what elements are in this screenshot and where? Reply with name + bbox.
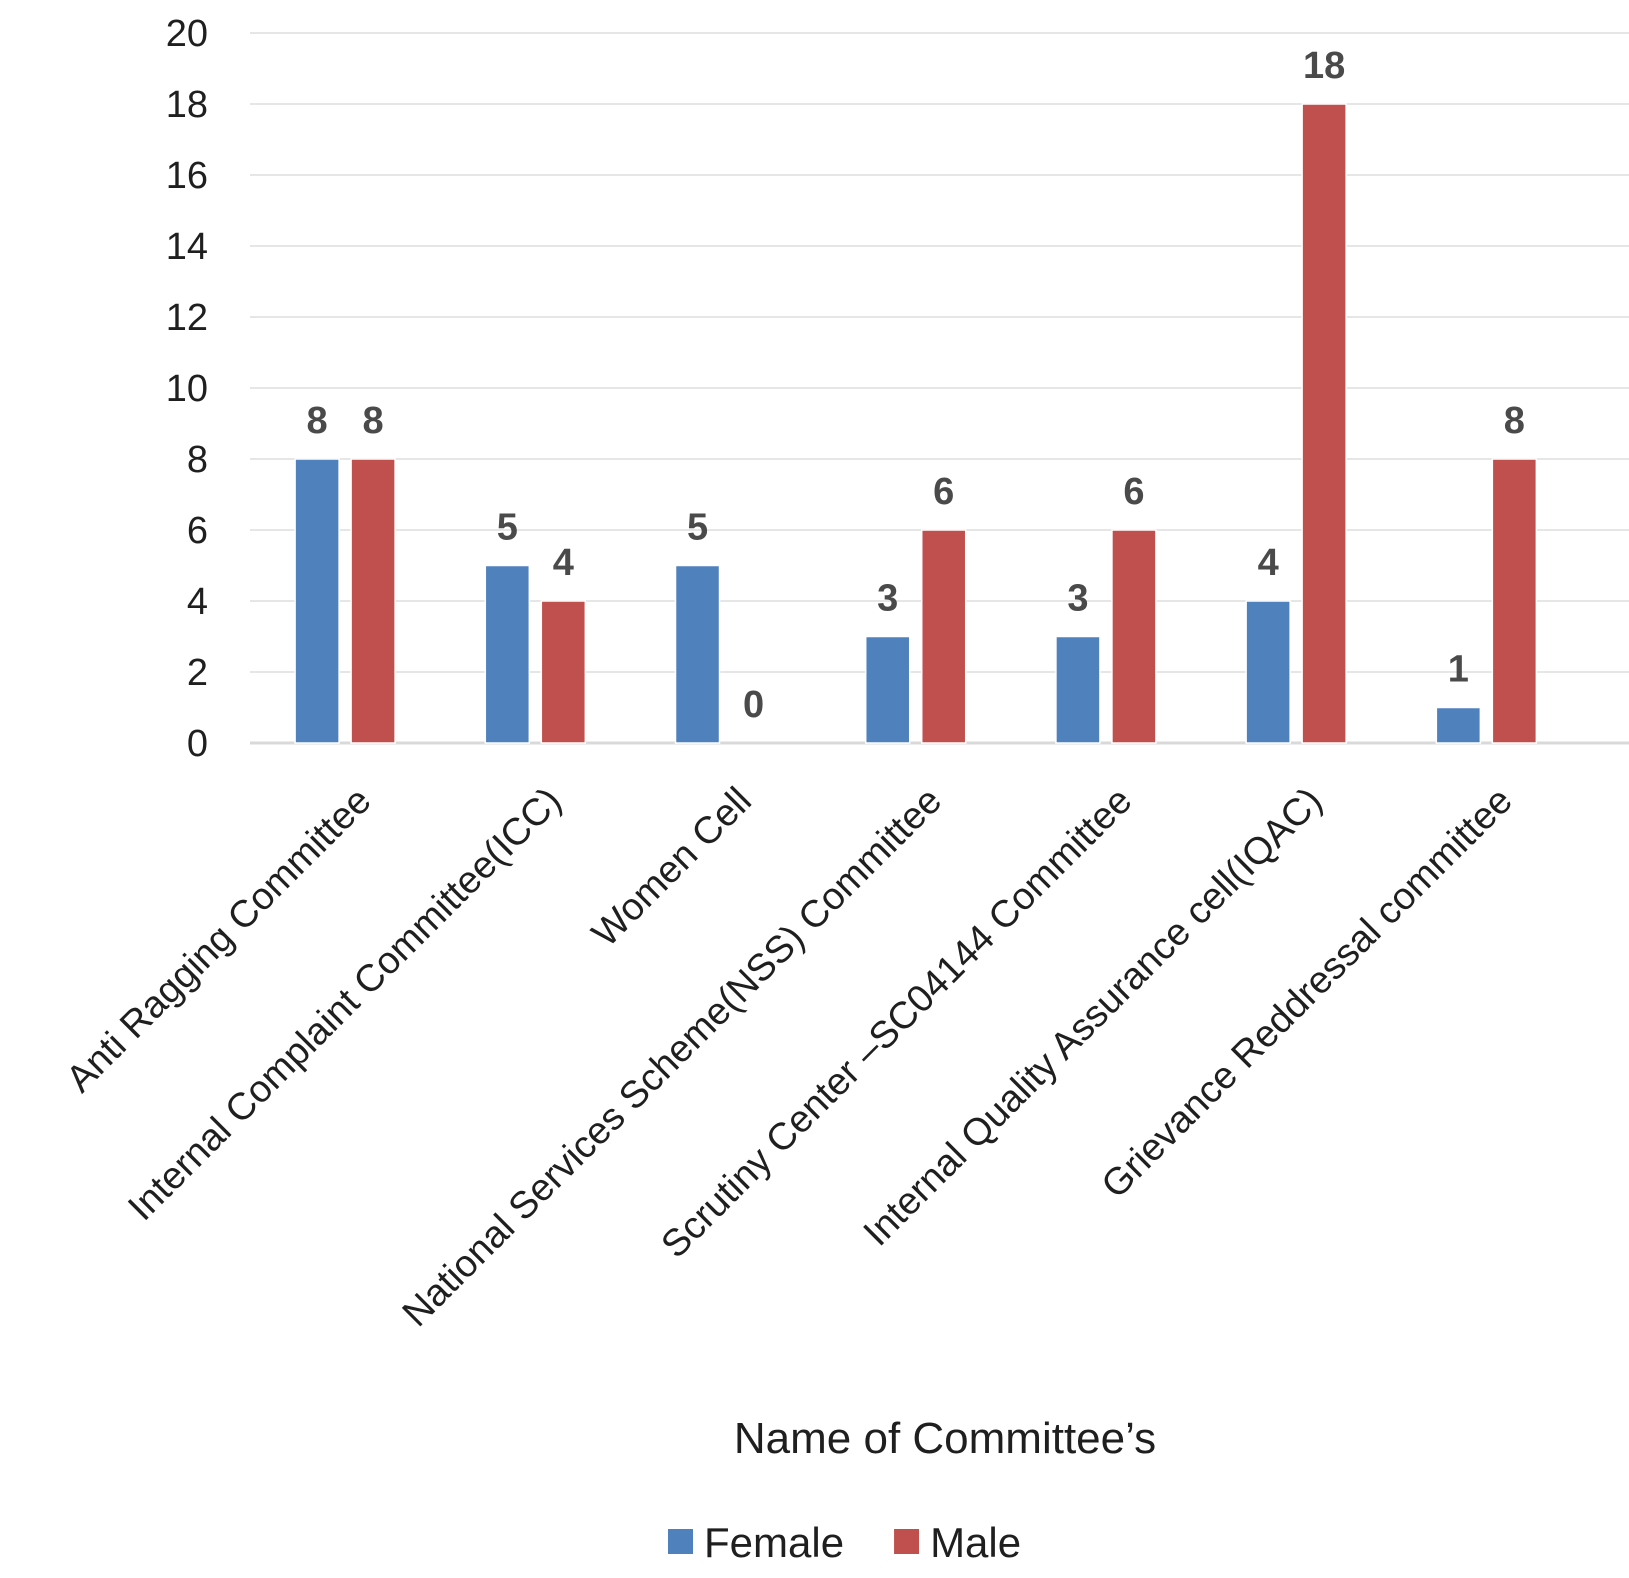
x-tick-label: Women Cell [584,780,760,956]
data-label: 3 [1067,578,1088,620]
y-axis-ticks: 0 2 4 6 8 10 12 14 16 18 20 [166,13,208,765]
bar-female [1055,635,1101,744]
y-tick-label: 10 [166,368,208,410]
data-label: 1 [1448,649,1469,691]
y-tick-label: 2 [187,652,208,694]
bar-female [294,458,340,744]
data-label: 0 [743,684,764,726]
y-tick-label: 8 [187,439,208,481]
data-label: 8 [1504,400,1525,442]
x-tick-label: Anti Ragging Committee [59,780,380,1101]
legend-swatch-male [894,1529,920,1554]
x-axis-title: Name of Committee’s [734,1414,1156,1463]
y-tick-label: 14 [166,226,208,268]
gridlines [250,32,1629,745]
bar-male [920,529,967,744]
x-tick-label: Grievance Reddressal committee [1094,780,1521,1207]
y-tick-label: 16 [166,155,208,197]
data-label: 4 [553,542,574,584]
bar-male [540,600,587,744]
data-label: 5 [497,507,518,549]
bar-male [1301,103,1347,744]
bar-female [1435,706,1482,744]
y-tick-label: 12 [166,297,208,339]
y-tick-label: 0 [187,723,208,765]
bar-female [864,635,911,744]
bars [294,103,1538,744]
data-label: 4 [1258,542,1279,584]
y-tick-label: 6 [187,510,208,552]
bar-male [350,458,396,744]
data-label: 8 [363,400,384,442]
legend-swatch-female [668,1529,693,1554]
y-tick-label: 20 [166,13,208,55]
bar-male [1111,529,1157,744]
bar-female [484,564,531,744]
bar-male [1491,458,1538,744]
bar-female [674,564,721,744]
bar-female [1245,600,1291,744]
data-label: 18 [1303,45,1345,87]
data-label: 5 [687,507,708,549]
data-label: 6 [933,471,954,513]
legend-label-female: Female [704,1519,844,1566]
data-label: 8 [307,400,328,442]
y-tick-label: 4 [187,581,208,623]
y-tick-label: 18 [166,84,208,126]
legend-label-male: Male [930,1519,1021,1566]
data-label: 6 [1123,471,1144,513]
legend: Female Male [668,1519,1021,1566]
data-label: 3 [877,578,898,620]
x-tick-label: Internal Complaint Committee(ICC) [120,780,569,1229]
